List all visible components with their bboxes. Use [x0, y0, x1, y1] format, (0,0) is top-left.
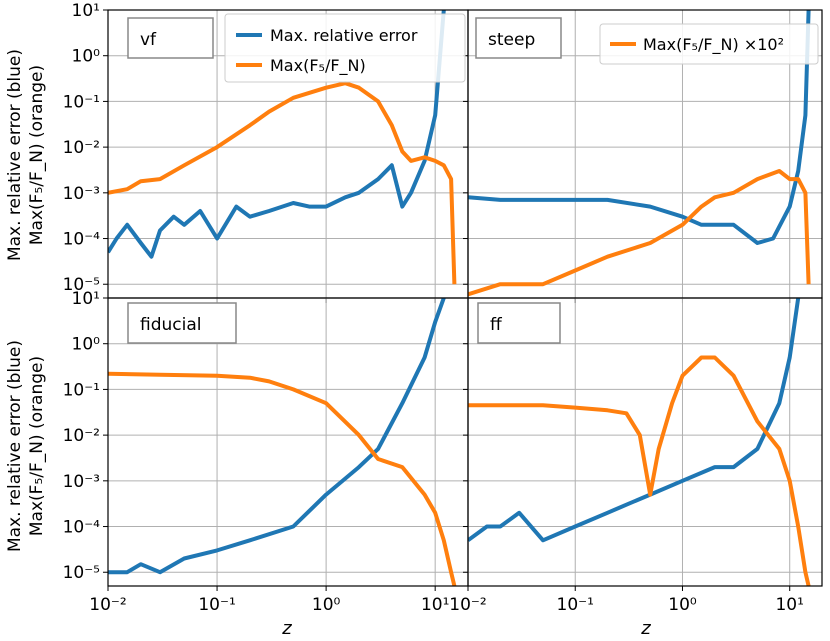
- x-tick-label: 10⁰: [668, 595, 697, 615]
- legend-vf-entry-ratio: Max(F₅/F_N): [270, 56, 366, 76]
- series-line-blue: [108, 298, 446, 575]
- x-tick-label: 10¹: [421, 595, 449, 615]
- axes-frame: [467, 297, 823, 587]
- panel-fiducial: 10⁻⁵ 10⁻⁴ 10⁻³ 10⁻² 10⁻¹ 10⁰ 10¹ 10⁻² 10⁻¹ 10⁰ 10¹…: [63, 289, 469, 615]
- panel-label: steep: [488, 30, 535, 50]
- series-line-orange: [468, 169, 811, 297]
- ylabel-bottom-line1: Max. relative error (blue): [5, 340, 25, 552]
- panel-ff: 10⁻² 10⁻¹ 10⁰ 10¹ ff: [449, 297, 823, 615]
- y-tick-label: 10¹: [72, 289, 100, 309]
- x-tick-label: 10⁻¹: [557, 595, 594, 615]
- xlabel-right: z: [640, 618, 651, 639]
- y-tick-label: 10⁻⁴: [63, 518, 101, 538]
- y-tick-label: 10⁻²: [63, 138, 100, 158]
- y-tick-label: 10⁻¹: [63, 380, 100, 400]
- panel-label-box: [127, 302, 237, 344]
- panel-label: fiducial: [140, 315, 201, 335]
- y-tick-label: 10⁻¹: [63, 92, 100, 112]
- legend-steep-entry: Max(F₅/F_N) ×10²: [643, 35, 784, 55]
- y-tick-label: 10⁻³: [63, 184, 100, 204]
- panel-steep: steep: [463, 9, 823, 303]
- x-tick-label: 10¹: [775, 595, 803, 615]
- x-tick-label: 10⁻²: [449, 595, 486, 615]
- series-line-blue: [468, 10, 811, 245]
- y-tick-label: 10⁻⁵: [63, 563, 100, 583]
- y-tick-label: 10⁻²: [63, 426, 100, 446]
- series-line-orange: [468, 355, 811, 586]
- series-line-blue: [108, 10, 446, 259]
- x-tick-label: 10⁻²: [89, 595, 126, 615]
- series-line-orange: [108, 81, 457, 285]
- legend-steep: Max(F₅/F_N) ×10²: [599, 23, 819, 65]
- panel-label: vf: [140, 30, 157, 50]
- series-line-orange: [108, 371, 457, 586]
- legend-vf: Max. relative error Max(F₅/F_N): [224, 13, 466, 83]
- y-tick-label: 10¹: [72, 1, 100, 21]
- ylabel-top-line2: Max(F₅/F_N) (orange): [27, 65, 47, 245]
- y-tick-label: 10⁰: [72, 47, 101, 67]
- x-tick-label: 10⁰: [312, 595, 341, 615]
- panel-label-box: [127, 17, 214, 59]
- y-tick-label: 10⁰: [72, 335, 101, 355]
- y-tick-label: 10⁻⁵: [63, 275, 100, 295]
- legend-vf-entry-error: Max. relative error: [270, 26, 418, 45]
- x-tick-label: 10⁻¹: [198, 595, 235, 615]
- legend-steep-box: [599, 23, 819, 65]
- panel-label: ff: [490, 315, 503, 335]
- panel-label-box: [477, 302, 561, 344]
- panel-vf: 10⁻⁵ 10⁻⁴ 10⁻³ 10⁻² 10⁻¹ 10⁰ 10¹ vf: [63, 1, 469, 303]
- xlabel-left: z: [281, 618, 292, 639]
- panel-label-box: [475, 17, 562, 59]
- ylabel-top-line1: Max. relative error (blue): [5, 49, 25, 261]
- y-tick-label: 10⁻³: [63, 472, 100, 492]
- series-line-blue: [468, 298, 801, 543]
- legend-vf-box: [224, 13, 466, 83]
- ylabel-bottom-line2: Max(F₅/F_N) (orange): [27, 356, 47, 536]
- y-tick-label: 10⁻⁴: [63, 230, 101, 250]
